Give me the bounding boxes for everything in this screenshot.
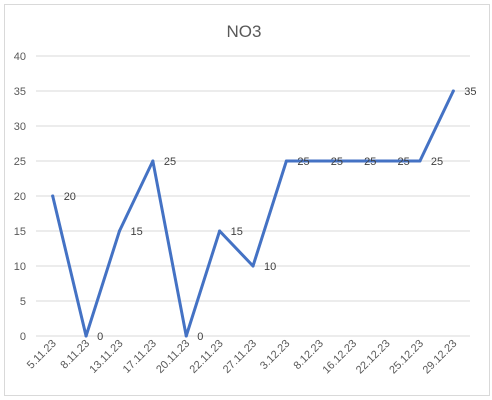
x-axis-ticks: 5.11.23 8.11.2313.11.2317.11.2320.11.2322…	[25, 338, 459, 377]
x-tick-label: 22.12.23	[354, 338, 393, 377]
x-tick-label: 5.11.23	[25, 338, 59, 372]
data-point	[151, 159, 155, 163]
data-point	[251, 264, 255, 268]
y-tick-label: 20	[14, 191, 26, 203]
series-no3	[51, 89, 455, 338]
x-tick-label: 25.12.23	[387, 338, 426, 377]
y-tick-label: 10	[14, 261, 26, 273]
y-tick-label: 30	[14, 121, 26, 133]
data-label: 25	[398, 156, 410, 168]
y-tick-label: 25	[14, 156, 26, 168]
data-label: 25	[331, 156, 343, 168]
data-point	[318, 159, 322, 163]
data-label: 0	[197, 331, 203, 343]
data-label: 20	[64, 191, 76, 203]
data-point	[385, 159, 389, 163]
data-labels: 20 0 15 25 0 15 10 25 25 25 25 25 35	[64, 86, 477, 343]
data-label: 15	[231, 226, 243, 238]
data-label: 25	[297, 156, 309, 168]
data-point	[218, 229, 222, 233]
data-label: 35	[464, 86, 476, 98]
data-label: 25	[431, 156, 443, 168]
data-point	[184, 334, 188, 338]
data-label: 25	[364, 156, 376, 168]
y-tick-label: 5	[20, 296, 26, 308]
data-point	[51, 194, 55, 198]
x-tick-label: 16.12.23	[321, 338, 360, 377]
y-axis-ticks: 0 5 10 15 20 25 30 35 40	[14, 51, 26, 343]
data-point	[284, 159, 288, 163]
data-label: 10	[264, 261, 276, 273]
y-tick-label: 0	[20, 331, 26, 343]
y-tick-label: 40	[14, 51, 26, 63]
x-tick-label: 13.11.23	[87, 338, 125, 376]
data-point	[84, 334, 88, 338]
chart-title: NO3	[227, 22, 262, 41]
x-tick-label: 20.11.23	[154, 338, 192, 376]
data-point	[418, 159, 422, 163]
gridlines	[36, 55, 470, 337]
x-tick-label: 17.11.23	[121, 338, 159, 376]
x-tick-label: 22.11.23	[188, 338, 226, 376]
y-tick-label: 15	[14, 226, 26, 238]
data-label: 15	[130, 226, 142, 238]
data-label: 0	[97, 331, 103, 343]
series-line	[51, 89, 455, 338]
x-tick-label: 3.12.23	[258, 338, 292, 372]
data-label: 25	[164, 156, 176, 168]
y-tick-label: 35	[14, 86, 26, 98]
data-point	[351, 159, 355, 163]
data-point	[117, 229, 121, 233]
data-point	[451, 89, 455, 93]
x-tick-label: 27.11.23	[221, 338, 259, 376]
x-tick-label: 29.12.23	[421, 338, 460, 377]
